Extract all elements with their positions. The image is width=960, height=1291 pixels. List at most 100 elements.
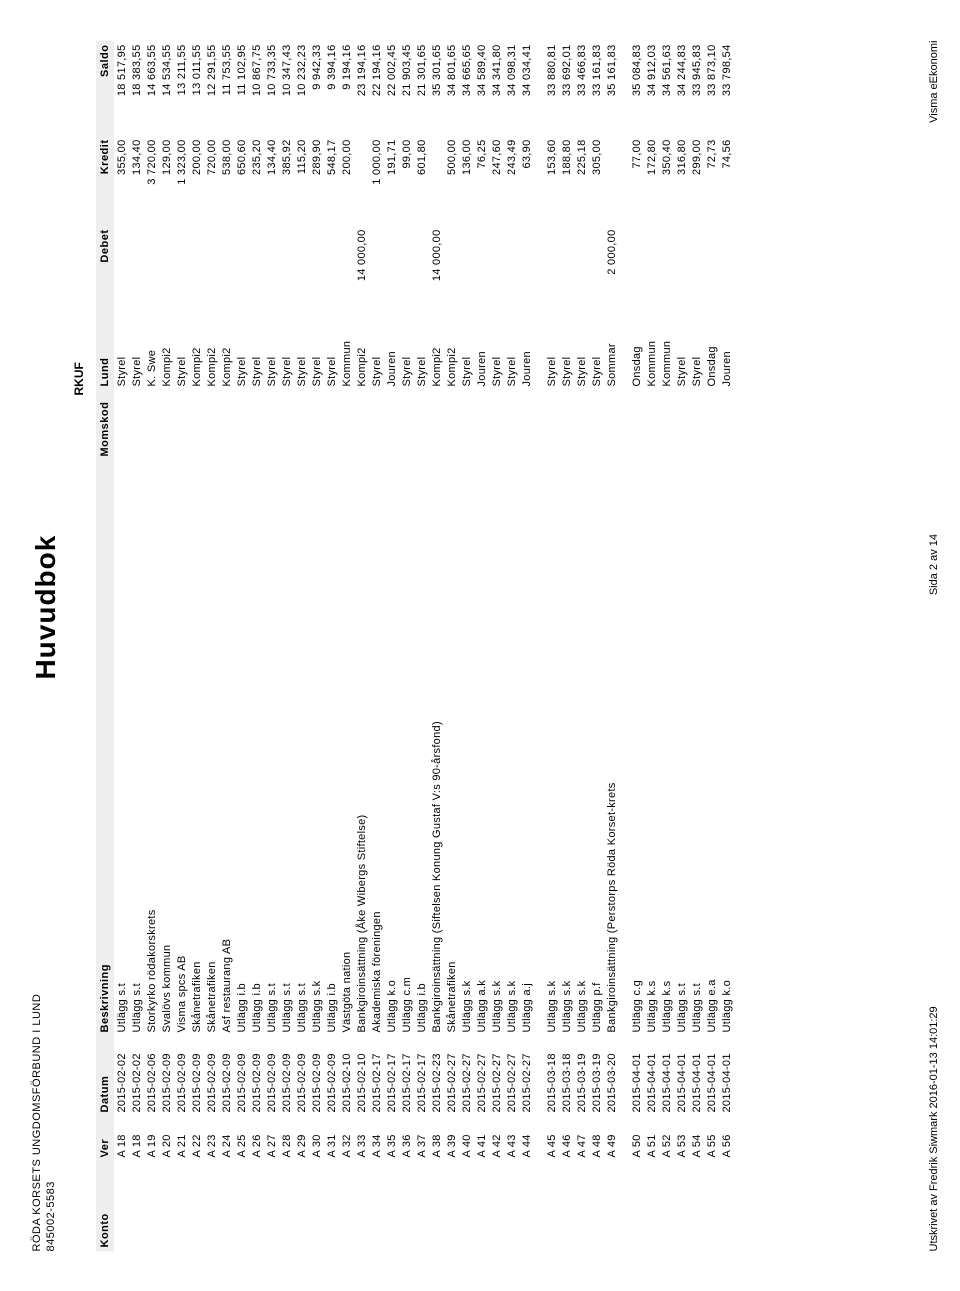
cell-debet xyxy=(294,225,309,315)
cell-konto xyxy=(294,1161,309,1251)
cell-beskrivning: Utlägg s.k xyxy=(544,460,559,1036)
cell-saldo: 11 102,95 xyxy=(234,40,249,135)
cell-saldo: 13 011,55 xyxy=(189,40,204,135)
cell-ver: A 47 xyxy=(574,1116,589,1161)
cell-momskod xyxy=(704,390,719,460)
cell-debet xyxy=(324,225,339,315)
cell-ver: A 44 xyxy=(519,1116,534,1161)
cell-saldo: 34 244,83 xyxy=(674,40,689,135)
cell-datum: 2015-04-01 xyxy=(674,1036,689,1116)
cell-ver: A 31 xyxy=(324,1116,339,1161)
cell-debet xyxy=(674,225,689,315)
cell-lund: Kompi2 xyxy=(204,315,219,390)
cell-ver: A 55 xyxy=(704,1116,719,1161)
cell-kredit xyxy=(429,135,444,225)
cell-saldo: 13 211,55 xyxy=(174,40,189,135)
cell-beskrivning: Utlägg s.k xyxy=(459,460,474,1036)
cell-saldo: 10 232,23 xyxy=(294,40,309,135)
cell-ver: A 23 xyxy=(204,1116,219,1161)
cell-datum: 2015-03-19 xyxy=(574,1036,589,1116)
table-row: A 182015-02-02Utlägg s.tStyrel134,4018 3… xyxy=(129,40,144,1251)
cell-konto xyxy=(249,1161,264,1251)
cell-datum: 2015-02-23 xyxy=(429,1036,444,1116)
cell-saldo: 34 034,41 xyxy=(519,40,534,135)
cell-momskod xyxy=(384,390,399,460)
cell-saldo: 34 561,63 xyxy=(659,40,674,135)
cell-datum: 2015-02-17 xyxy=(399,1036,414,1116)
cell-ver: A 39 xyxy=(444,1116,459,1161)
cell-ver: A 35 xyxy=(384,1116,399,1161)
cell-beskrivning: Utlägg i.b xyxy=(414,460,429,1036)
cell-saldo: 21 301,65 xyxy=(414,40,429,135)
table-row xyxy=(619,40,629,1251)
cell-datum: 2015-04-01 xyxy=(689,1036,704,1116)
cell-momskod xyxy=(519,390,534,460)
cell-beskrivning: Svalövs kommun xyxy=(159,460,174,1036)
cell-datum: 2015-02-27 xyxy=(444,1036,459,1116)
table-row: A 492015-03-20Bankgiroinsättning (Persto… xyxy=(604,40,619,1251)
cell-momskod xyxy=(644,390,659,460)
cell-kredit: 225,18 xyxy=(574,135,589,225)
cell-momskod xyxy=(674,390,689,460)
cell-saldo: 21 903,45 xyxy=(399,40,414,135)
cell-beskrivning: Akademiska föreningen xyxy=(369,460,384,1036)
cell-debet xyxy=(559,225,574,315)
table-row xyxy=(534,40,544,1251)
cell-momskod xyxy=(489,390,504,460)
cell-datum: 2015-04-01 xyxy=(704,1036,719,1116)
cell-datum: 2015-02-17 xyxy=(384,1036,399,1116)
cell-datum: 2015-03-18 xyxy=(559,1036,574,1116)
cell-saldo: 33 692,01 xyxy=(559,40,574,135)
table-row: A 362015-02-17Utlägg c.mStyrel99,0021 90… xyxy=(399,40,414,1251)
cell-momskod xyxy=(159,390,174,460)
cell-beskrivning: Utlägg k.o xyxy=(719,460,734,1036)
cell-lund: Jouren xyxy=(719,315,734,390)
cell-ver: A 32 xyxy=(339,1116,354,1161)
cell-lund: Sommar xyxy=(604,315,619,390)
cell-momskod xyxy=(689,390,704,460)
cell-beskrivning: Utlägg c.g xyxy=(629,460,644,1036)
table-row: A 442015-02-27Utlägg a.jJouren63,9034 03… xyxy=(519,40,534,1251)
cell-beskrivning: Utlägg e.a xyxy=(704,460,719,1036)
cell-saldo: 33 798,54 xyxy=(719,40,734,135)
cell-saldo: 10 733,35 xyxy=(264,40,279,135)
cell-beskrivning: Utlägg s.t xyxy=(279,460,294,1036)
cell-kredit: 63,90 xyxy=(519,135,534,225)
cell-lund: Styrel xyxy=(279,315,294,390)
cell-ver: A 28 xyxy=(279,1116,294,1161)
cell-debet xyxy=(144,225,159,315)
cell-konto xyxy=(309,1161,324,1251)
cell-kredit: 76,25 xyxy=(474,135,489,225)
table-row: A 332015-02-10Bankgiroinsättning (Åke Wi… xyxy=(354,40,369,1251)
cell-debet: 14 000,00 xyxy=(429,225,444,315)
cell-debet xyxy=(589,225,604,315)
table-row: A 252015-02-09Utlägg i.bStyrel650,6011 1… xyxy=(234,40,249,1251)
cell-datum: 2015-02-10 xyxy=(354,1036,369,1116)
cell-beskrivning: Utlägg a.k xyxy=(474,460,489,1036)
cell-saldo: 9 942,33 xyxy=(309,40,324,135)
cell-momskod xyxy=(234,390,249,460)
table-row: A 372015-02-17Utlägg i.bStyrel601,8021 3… xyxy=(414,40,429,1251)
cell-ver: A 20 xyxy=(159,1116,174,1161)
cell-momskod xyxy=(219,390,234,460)
cell-lund: Styrel xyxy=(574,315,589,390)
cell-kredit: 172,80 xyxy=(644,135,659,225)
cell-kredit: 134,40 xyxy=(129,135,144,225)
cell-konto xyxy=(629,1161,644,1251)
cell-ver: A 54 xyxy=(689,1116,704,1161)
cell-lund: Kompi2 xyxy=(444,315,459,390)
cell-momskod xyxy=(309,390,324,460)
cell-kredit: 77,00 xyxy=(629,135,644,225)
table-row: A 292015-02-09Utlägg s.tStyrel115,2010 2… xyxy=(294,40,309,1251)
cell-beskrivning: Skånetrafiken xyxy=(189,460,204,1036)
cell-momskod xyxy=(544,390,559,460)
cell-lund: Styrel xyxy=(114,315,129,390)
cell-datum: 2015-03-18 xyxy=(544,1036,559,1116)
cell-lund: Kompi2 xyxy=(354,315,369,390)
cell-konto xyxy=(174,1161,189,1251)
cell-debet xyxy=(174,225,189,315)
cell-kredit: 115,20 xyxy=(294,135,309,225)
cell-lund: Kompi2 xyxy=(159,315,174,390)
cell-ver: A 41 xyxy=(474,1116,489,1161)
cell-debet xyxy=(129,225,144,315)
